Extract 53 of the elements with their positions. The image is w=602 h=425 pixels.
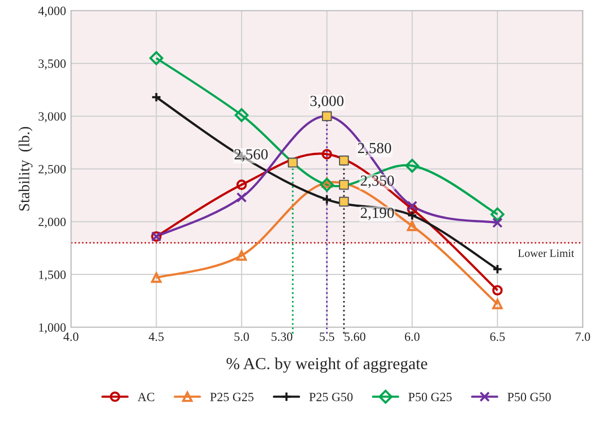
point <box>236 192 247 203</box>
y-tick-label: 3,500 <box>38 59 66 70</box>
point <box>405 158 420 173</box>
x-tick-label: 7.0 <box>576 332 590 341</box>
x-tick-label: 6.0 <box>404 332 420 341</box>
y-axis-title: Stability (lb.) <box>18 126 32 211</box>
x-axis-title: % AC. by weight of aggregate <box>226 357 428 373</box>
point <box>149 51 164 66</box>
point <box>151 272 162 283</box>
point <box>234 108 249 122</box>
legend-label: P50 G25 <box>408 392 452 402</box>
ref-line-label: 5.60 <box>344 332 366 341</box>
data-label: 2,350 <box>360 176 394 188</box>
data-label: 3,000 <box>310 96 344 108</box>
point <box>322 148 332 160</box>
point <box>288 158 298 168</box>
point <box>320 178 334 192</box>
legend-label: AC <box>138 392 154 402</box>
point <box>490 207 504 222</box>
point <box>406 220 418 232</box>
data-label: 2,560 <box>234 149 268 162</box>
point <box>236 250 247 261</box>
point <box>492 298 503 310</box>
point <box>492 264 503 274</box>
point <box>406 200 418 212</box>
legend-label: P25 G25 <box>210 392 254 402</box>
ref-line-label: 5.30 <box>272 332 292 341</box>
point <box>236 180 247 190</box>
point <box>406 210 418 221</box>
point <box>338 156 349 166</box>
x-tick-label: 4.5 <box>148 332 164 341</box>
x-tick-label: 6.5 <box>490 332 505 341</box>
x-tick-label: 5.0 <box>234 332 249 341</box>
ref-line-label: Lower Limit <box>518 250 574 257</box>
point <box>322 194 332 205</box>
x-tick-label: 4.0 <box>63 332 78 341</box>
data-label: 2,580 <box>358 142 392 156</box>
y-tick-label: 1,500 <box>39 270 66 281</box>
point <box>406 204 418 214</box>
point <box>338 180 349 190</box>
x-tick-label: 5.5 <box>320 332 334 341</box>
point <box>338 196 349 207</box>
y-tick-label: 2,500 <box>38 164 66 176</box>
y-tick-label: 4,000 <box>38 6 66 17</box>
data-label: 2,190 <box>360 208 394 220</box>
y-tick-label: 3,000 <box>38 112 66 122</box>
legend-label: P50 G50 <box>508 392 551 402</box>
point <box>151 92 162 102</box>
y-tick-label: 1,000 <box>39 323 66 334</box>
point <box>492 218 503 228</box>
y-tick-label: 2,000 <box>38 218 66 228</box>
point <box>492 285 503 296</box>
legend-label: P25 G50 <box>309 392 353 402</box>
